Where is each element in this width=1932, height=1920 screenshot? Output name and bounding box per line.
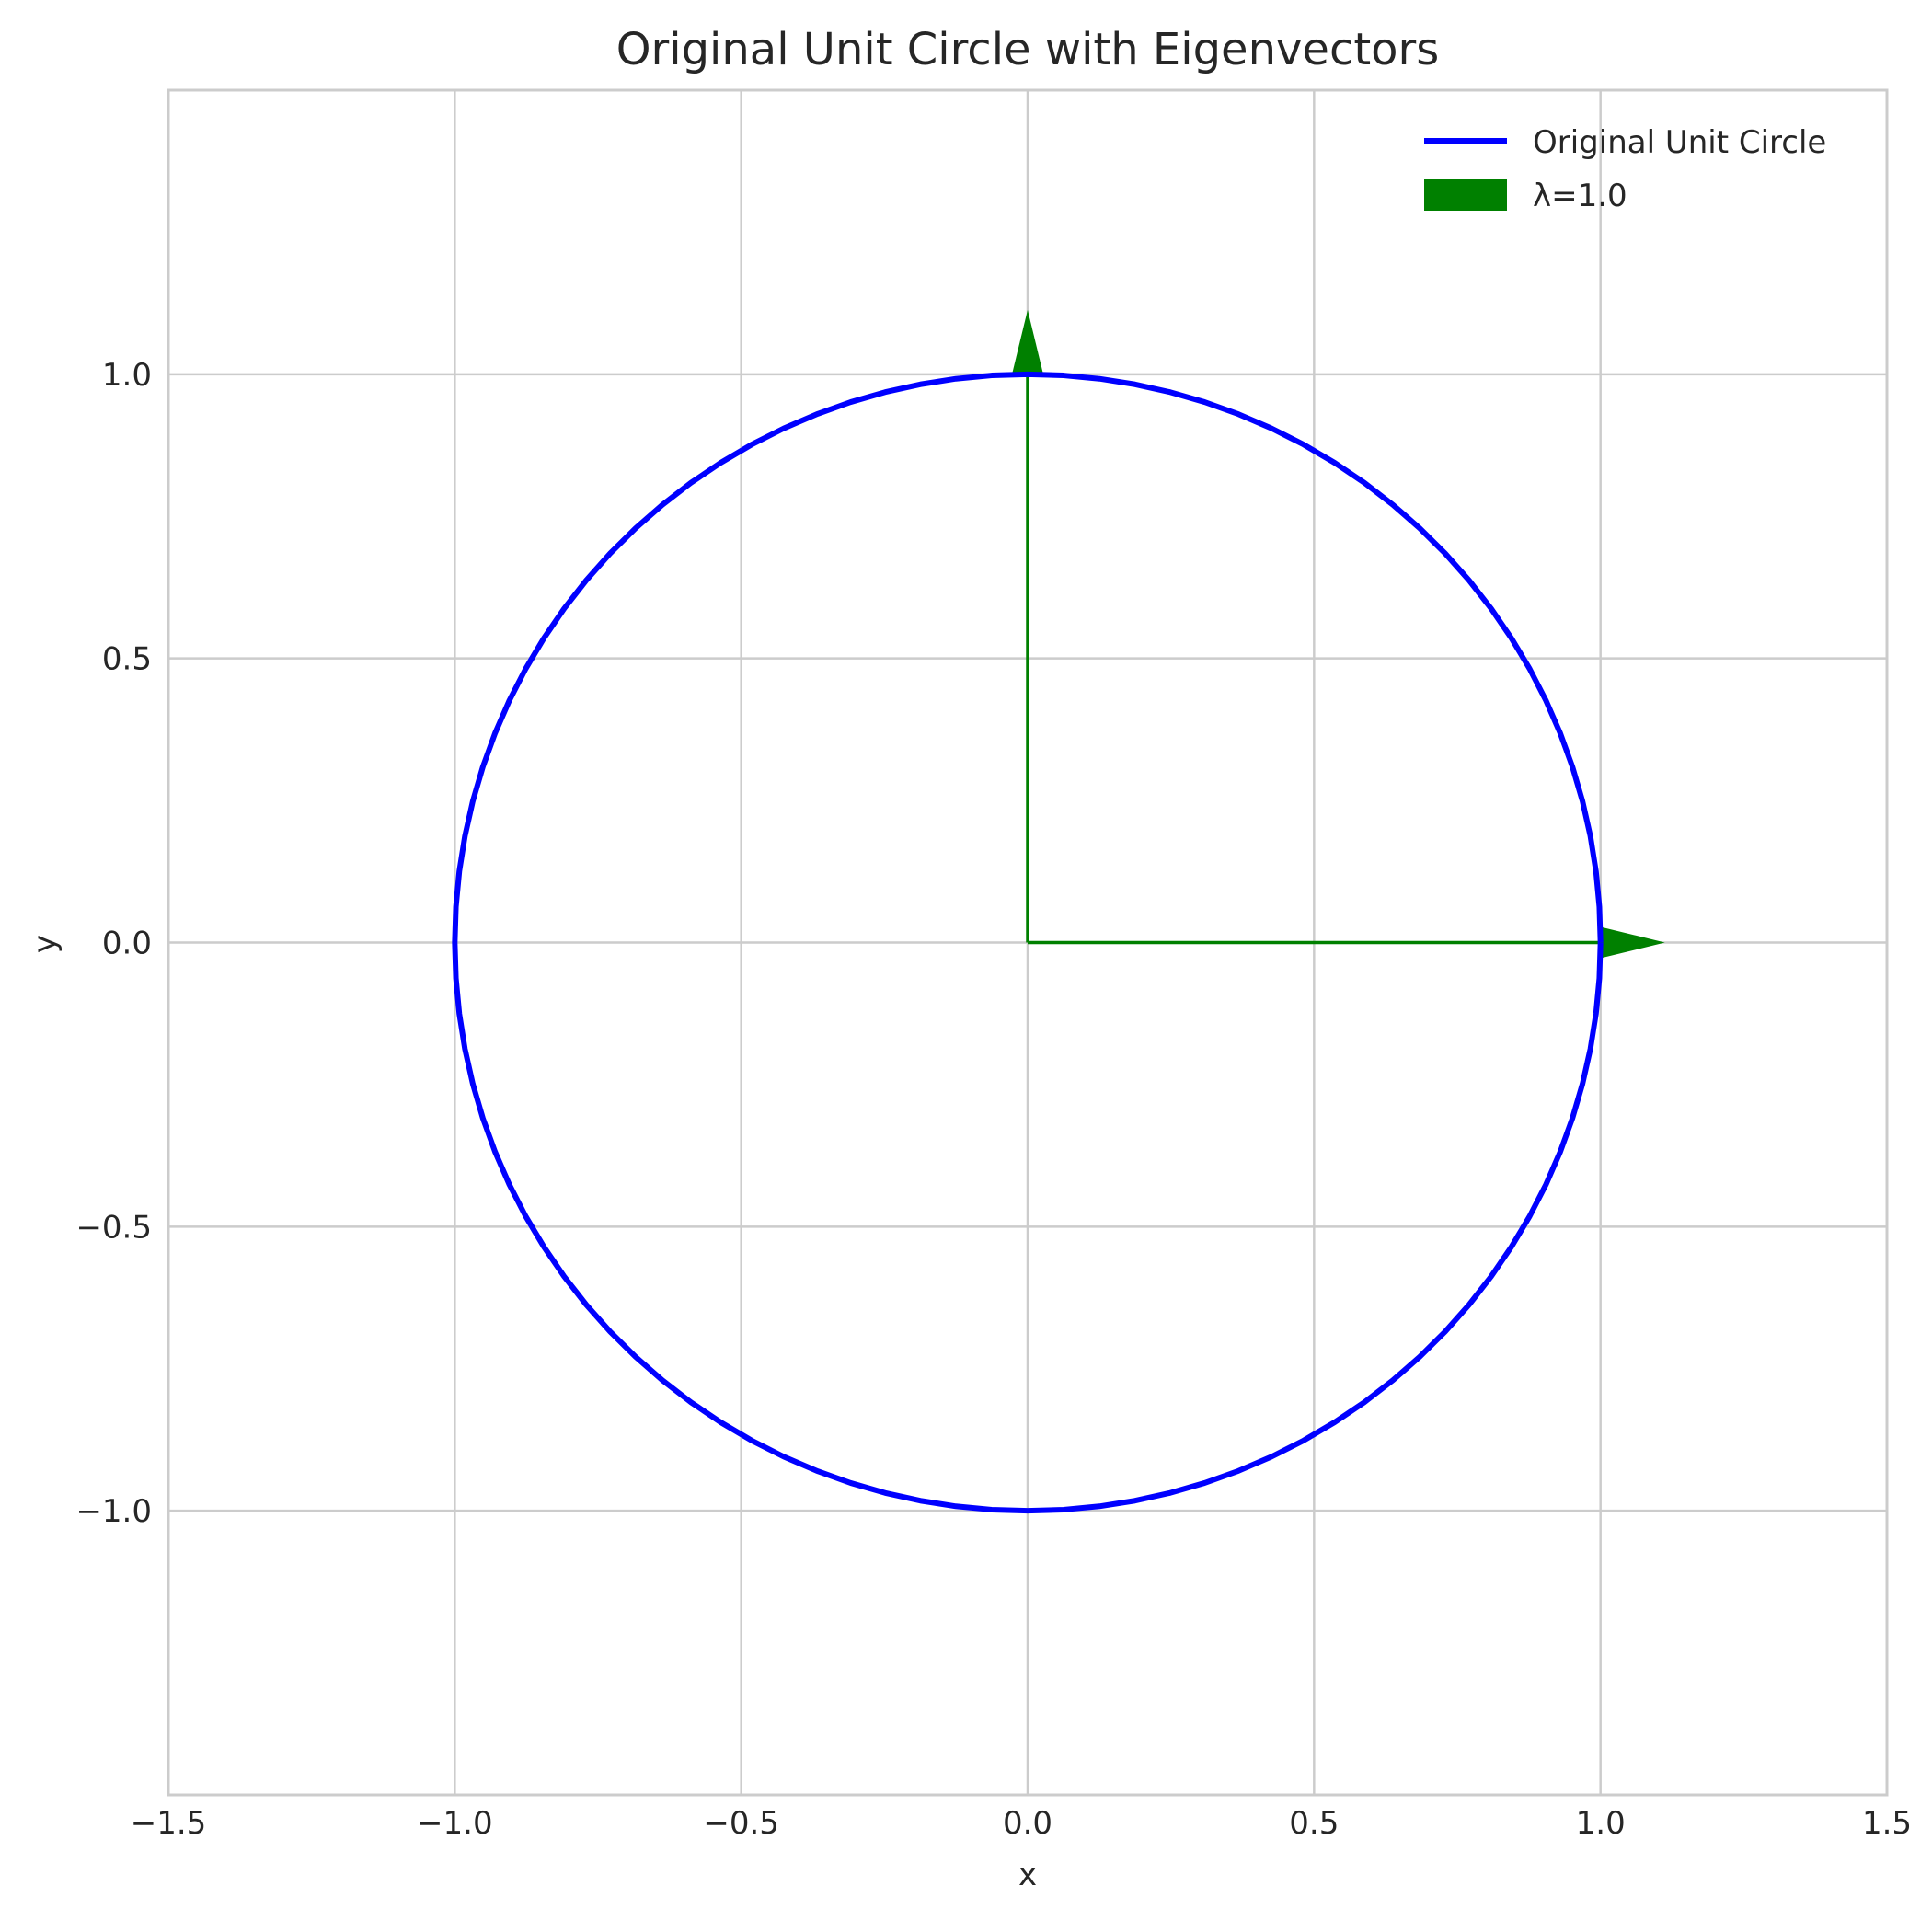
y-axis-label: y bbox=[27, 935, 63, 953]
plot-area bbox=[452, 309, 1665, 1514]
y-tick-label: 0.0 bbox=[102, 926, 152, 962]
x-tick-label: −1.0 bbox=[417, 1805, 493, 1842]
legend-swatch-eigenvectors bbox=[1424, 179, 1507, 211]
y-tick-label: −0.5 bbox=[75, 1209, 152, 1246]
legend-label-eigenvectors: λ=1.0 bbox=[1533, 178, 1627, 214]
x-tick-label: 0.0 bbox=[1003, 1805, 1052, 1842]
y-tick-label: 1.0 bbox=[102, 357, 152, 394]
x-tick-label: −0.5 bbox=[703, 1805, 779, 1842]
legend: Original Unit Circle λ=1.0 bbox=[1424, 124, 1826, 214]
axes-frame bbox=[167, 88, 1889, 1797]
x-tick-label: −1.5 bbox=[131, 1805, 207, 1842]
tick-labels: −1.5 −1.0 −0.5 0.0 0.5 1.0 1.5 −1.0 −0.5 0.0 0.5 1.… bbox=[75, 357, 1912, 1842]
x-tick-label: 0.5 bbox=[1289, 1805, 1339, 1842]
eigenvector-arrow bbox=[1012, 309, 1043, 943]
y-tick-label: −1.0 bbox=[75, 1493, 152, 1530]
x-tick-label: 1.5 bbox=[1862, 1805, 1912, 1842]
legend-label-circle: Original Unit Circle bbox=[1533, 124, 1826, 161]
eigenvector-arrow bbox=[1028, 926, 1665, 959]
chart-title: Original Unit Circle with Eigenvectors bbox=[616, 24, 1440, 75]
x-axis-label: x bbox=[1018, 1857, 1037, 1893]
x-tick-label: 1.0 bbox=[1576, 1805, 1626, 1842]
y-tick-label: 0.5 bbox=[102, 641, 152, 678]
unit-circle-line bbox=[452, 371, 1604, 1514]
